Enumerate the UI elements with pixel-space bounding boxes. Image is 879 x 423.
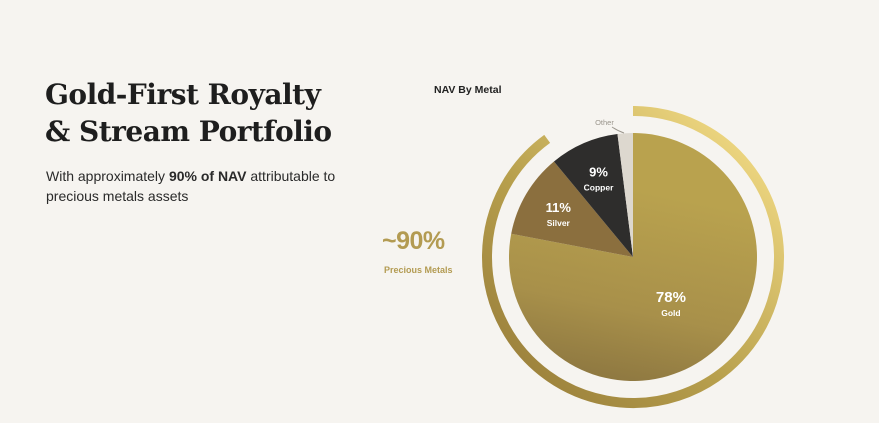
headline-line-2: & Stream Portfolio bbox=[45, 115, 332, 148]
headline: Gold-First Royalty & Stream Portfolio bbox=[45, 76, 332, 150]
headline-line-1: Gold-First Royalty bbox=[45, 78, 321, 111]
slice-label-silver: Silver bbox=[547, 218, 571, 228]
precious-metals-percentage: ~90% bbox=[382, 227, 445, 255]
other-leader-line bbox=[611, 126, 625, 134]
subtitle-highlight: 90% of NAV bbox=[168, 168, 247, 184]
subtitle-text-start: With approximately bbox=[46, 168, 169, 184]
chart-title: NAV By Metal bbox=[434, 84, 502, 96]
slice-value-gold: 78% bbox=[656, 289, 686, 306]
slice-label-other: Other bbox=[595, 118, 614, 127]
precious-metals-label: Precious Metals bbox=[384, 265, 453, 275]
pie-slice-copper bbox=[553, 133, 633, 257]
precious-metals-ring bbox=[482, 106, 784, 408]
pie-slice-silver bbox=[511, 161, 633, 257]
subtitle-text-end: attributable to precious metals assets bbox=[46, 168, 336, 204]
slice-value-silver: 11% bbox=[546, 200, 572, 215]
slice-label-gold: Gold bbox=[661, 308, 680, 318]
slice-label-copper: Copper bbox=[584, 182, 614, 192]
subtitle: With approximately 90% of NAV attributab… bbox=[46, 166, 376, 206]
slice-value-copper: 9% bbox=[589, 164, 608, 179]
pie-slice-other bbox=[617, 133, 633, 257]
